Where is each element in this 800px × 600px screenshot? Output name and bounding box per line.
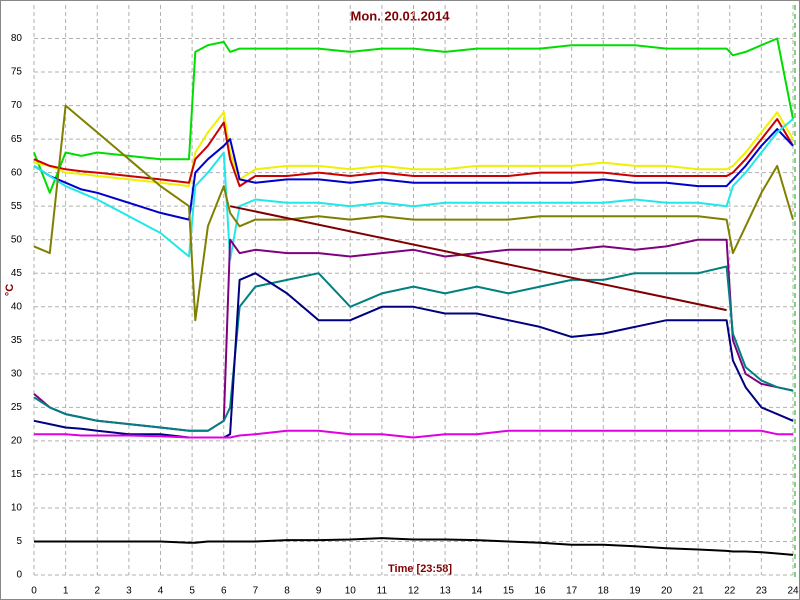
x-tick-label: 18 [598, 586, 610, 597]
x-tick-label: 3 [126, 586, 132, 597]
x-tick-label: 12 [408, 586, 420, 597]
y-tick-label: 80 [11, 33, 23, 44]
x-tick-label: 11 [377, 586, 388, 597]
series-line [229, 205, 727, 312]
x-tick-label: 14 [471, 586, 483, 597]
y-tick-label: 15 [11, 469, 23, 480]
x-axis-label: Time [23:58] [388, 563, 452, 575]
x-tick-label: 4 [158, 586, 164, 597]
x-tick-label: 23 [756, 586, 768, 597]
y-tick-label: 5 [16, 536, 22, 547]
x-tick-label: 5 [189, 586, 195, 597]
x-tick-label: 20 [661, 586, 673, 597]
x-tick-label: 1 [63, 586, 69, 597]
y-tick-label: 70 [11, 100, 23, 111]
series-line [34, 537, 794, 556]
x-tick-label: 8 [284, 586, 290, 597]
y-tick-label: 40 [11, 301, 23, 312]
x-tick-label: 7 [253, 586, 259, 597]
series-line [33, 272, 794, 439]
series-line [34, 429, 793, 439]
x-tick-label: 15 [503, 586, 515, 597]
x-tick-label: 19 [629, 586, 641, 597]
series-line [33, 128, 794, 221]
y-tick-label: 35 [11, 335, 23, 346]
y-tick-label: 10 [11, 503, 23, 514]
x-tick-label: 17 [566, 586, 578, 597]
y-tick-label: 50 [11, 234, 23, 245]
x-tick-label: 2 [94, 586, 100, 597]
series-line [33, 118, 794, 261]
x-tick-label: 24 [787, 586, 799, 597]
x-tick-label: 10 [345, 586, 357, 597]
y-tick-label: 0 [16, 570, 22, 581]
x-tick-label: 21 [693, 586, 705, 597]
series-line [33, 37, 794, 194]
series-line [33, 118, 794, 188]
chart-title: Mon. 20.01.2014 [351, 8, 451, 23]
y-tick-label: 25 [11, 402, 23, 413]
x-tick-label: 16 [534, 586, 546, 597]
x-tick-label: 13 [440, 586, 452, 597]
y-tick-label: 55 [11, 201, 23, 212]
y-tick-label: 20 [11, 436, 23, 447]
series-line [33, 265, 794, 432]
y-tick-label: 75 [11, 67, 23, 78]
y-tick-label: 60 [11, 167, 23, 178]
y-axis-label: °C [4, 284, 16, 296]
x-tick-label: 6 [221, 586, 227, 597]
series-line [33, 111, 794, 188]
series-line [33, 104, 794, 322]
x-tick-label: 9 [316, 586, 322, 597]
x-tick-label: 0 [31, 586, 37, 597]
x-tick-label: 22 [724, 586, 736, 597]
y-tick-label: 45 [11, 268, 23, 279]
y-tick-label: 65 [11, 134, 23, 145]
y-tick-label: 30 [11, 368, 23, 379]
